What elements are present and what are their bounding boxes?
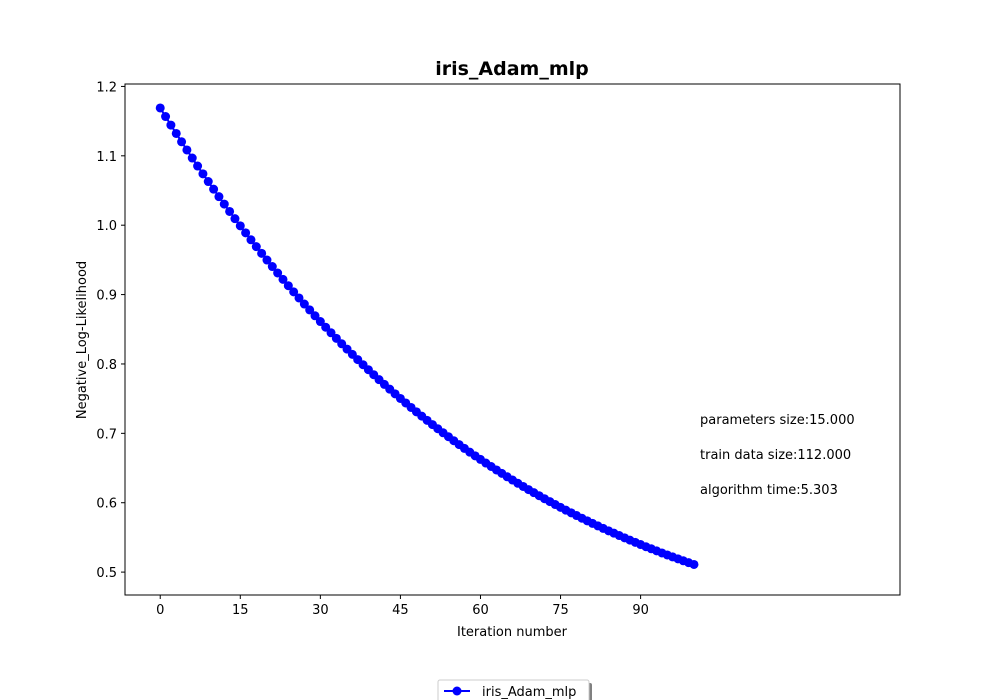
data-point	[326, 328, 336, 338]
data-point	[166, 120, 176, 130]
legend-label: iris_Adam_mlp	[482, 685, 576, 700]
data-point	[251, 242, 261, 252]
y-tick-label: 1.0	[96, 219, 117, 234]
x-axis: 0 15 30 45 60 75 90	[156, 595, 649, 618]
data-point	[689, 559, 699, 569]
x-tick-label: 75	[552, 603, 569, 618]
x-tick-label: 30	[312, 603, 329, 618]
data-point	[278, 274, 288, 284]
legend-box	[437, 679, 590, 700]
x-tick-label: 45	[392, 603, 409, 618]
data-point	[267, 262, 277, 272]
y-axis: 0.5 0.6 0.7 0.8 0.9 1.0 1.1 1.2	[96, 80, 125, 581]
data-point	[235, 221, 245, 231]
data-point	[246, 235, 256, 245]
data-point	[209, 184, 219, 194]
data-point	[283, 281, 293, 291]
plot-frame	[124, 83, 901, 596]
legend-marker-swatch	[452, 686, 462, 696]
data-point	[299, 299, 309, 309]
data-point	[214, 192, 224, 202]
x-tick-label: 15	[232, 603, 249, 618]
y-axis-label: Negative_Log-Likelihood	[75, 261, 90, 419]
legend: iris_Adam_mlp	[437, 679, 592, 700]
y-tick-label: 0.9	[96, 289, 117, 304]
data-point	[257, 248, 267, 258]
x-tick-label: 0	[156, 603, 164, 618]
y-tick-label: 0.6	[96, 497, 117, 512]
data-point	[315, 317, 325, 327]
data-point	[262, 255, 272, 265]
data-point	[193, 161, 203, 171]
data-point	[230, 214, 240, 224]
plot-area	[155, 103, 699, 569]
annotation-algorithm-time: algorithm time:5.303	[700, 483, 838, 498]
data-point	[241, 228, 251, 238]
data-point	[321, 322, 331, 332]
y-tick-label: 1.1	[96, 150, 117, 165]
chart-title: iris_Adam_mlp	[435, 58, 589, 80]
data-point	[310, 311, 320, 321]
data-point	[294, 293, 304, 303]
annotation-train-data-size: train data size:112.000	[700, 448, 851, 463]
y-tick-label: 0.8	[96, 358, 117, 373]
data-point	[171, 128, 181, 138]
data-point	[225, 206, 235, 216]
data-point	[177, 137, 187, 147]
data-point	[219, 199, 229, 209]
data-point	[161, 112, 171, 122]
y-tick-label: 0.5	[96, 566, 117, 581]
x-tick-label: 90	[632, 603, 649, 618]
data-point	[273, 268, 283, 278]
data-point	[182, 145, 192, 155]
data-point	[198, 169, 208, 179]
data-point	[155, 103, 165, 113]
data-point	[305, 305, 315, 315]
data-point	[289, 287, 299, 297]
data-point	[203, 177, 213, 187]
annotation-parameters-size: parameters size:15.000	[700, 413, 855, 428]
x-axis-label: Iteration number	[457, 625, 568, 640]
x-tick-label: 60	[472, 603, 489, 618]
y-tick-label: 1.2	[96, 80, 117, 95]
y-tick-label: 0.7	[96, 427, 117, 442]
data-point	[187, 153, 197, 163]
